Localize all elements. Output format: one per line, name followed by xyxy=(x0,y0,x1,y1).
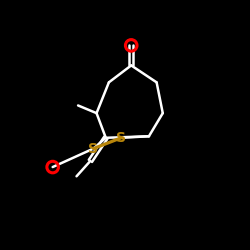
Text: S: S xyxy=(88,142,99,156)
Text: S: S xyxy=(116,131,126,145)
